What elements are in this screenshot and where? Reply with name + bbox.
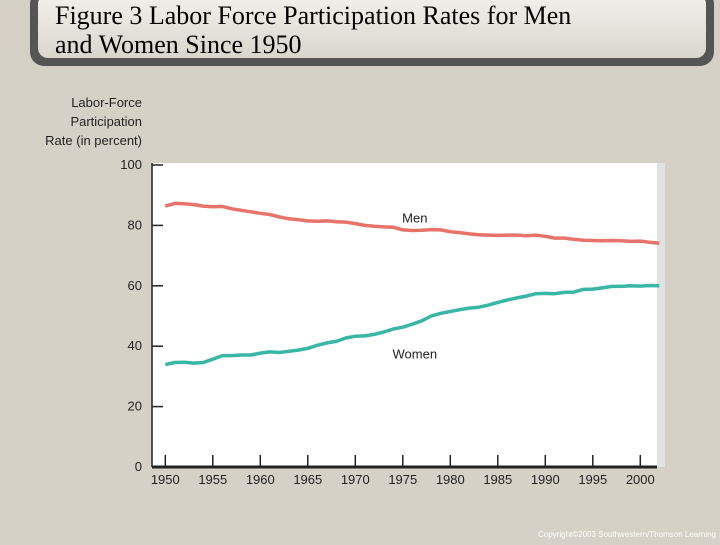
x-tick-label: 1950 bbox=[151, 472, 180, 487]
series-annotation: Men bbox=[402, 210, 427, 225]
y-tick-label: 40 bbox=[128, 338, 142, 353]
plot-area bbox=[152, 163, 665, 467]
plot-edge bbox=[657, 163, 665, 467]
series-annotation: Women bbox=[393, 346, 438, 361]
chart-title: Figure 3 Labor Force Participation Rates… bbox=[55, 1, 571, 30]
copyright: Copyright©2003 Southwestern/Thomson Lear… bbox=[538, 530, 716, 539]
x-tick-label: 1980 bbox=[436, 472, 465, 487]
y-tick-label: 80 bbox=[128, 217, 142, 232]
series-line bbox=[164, 283, 660, 367]
y-axis-label: Rate (in percent) bbox=[45, 133, 142, 148]
x-tick-label: 1990 bbox=[531, 472, 560, 487]
y-tick-label: 0 bbox=[135, 459, 142, 474]
series-line bbox=[164, 201, 660, 245]
x-tick-label: 1960 bbox=[246, 472, 275, 487]
y-axis-label: Labor-Force bbox=[71, 95, 142, 110]
x-tick-label: 1965 bbox=[293, 472, 322, 487]
x-tick-label: 1955 bbox=[198, 472, 227, 487]
title-banner bbox=[38, 0, 706, 58]
x-tick-label: 1995 bbox=[578, 472, 607, 487]
x-tick-label: 2000 bbox=[626, 472, 655, 487]
y-tick-label: 20 bbox=[128, 399, 142, 414]
y-tick-label: 100 bbox=[120, 157, 142, 172]
x-tick-label: 1975 bbox=[388, 472, 417, 487]
chart-title: and Women Since 1950 bbox=[55, 30, 302, 59]
x-tick-label: 1985 bbox=[483, 472, 512, 487]
x-tick-label: 1970 bbox=[341, 472, 370, 487]
y-tick-label: 60 bbox=[128, 278, 142, 293]
y-axis-label: Participation bbox=[70, 114, 142, 129]
